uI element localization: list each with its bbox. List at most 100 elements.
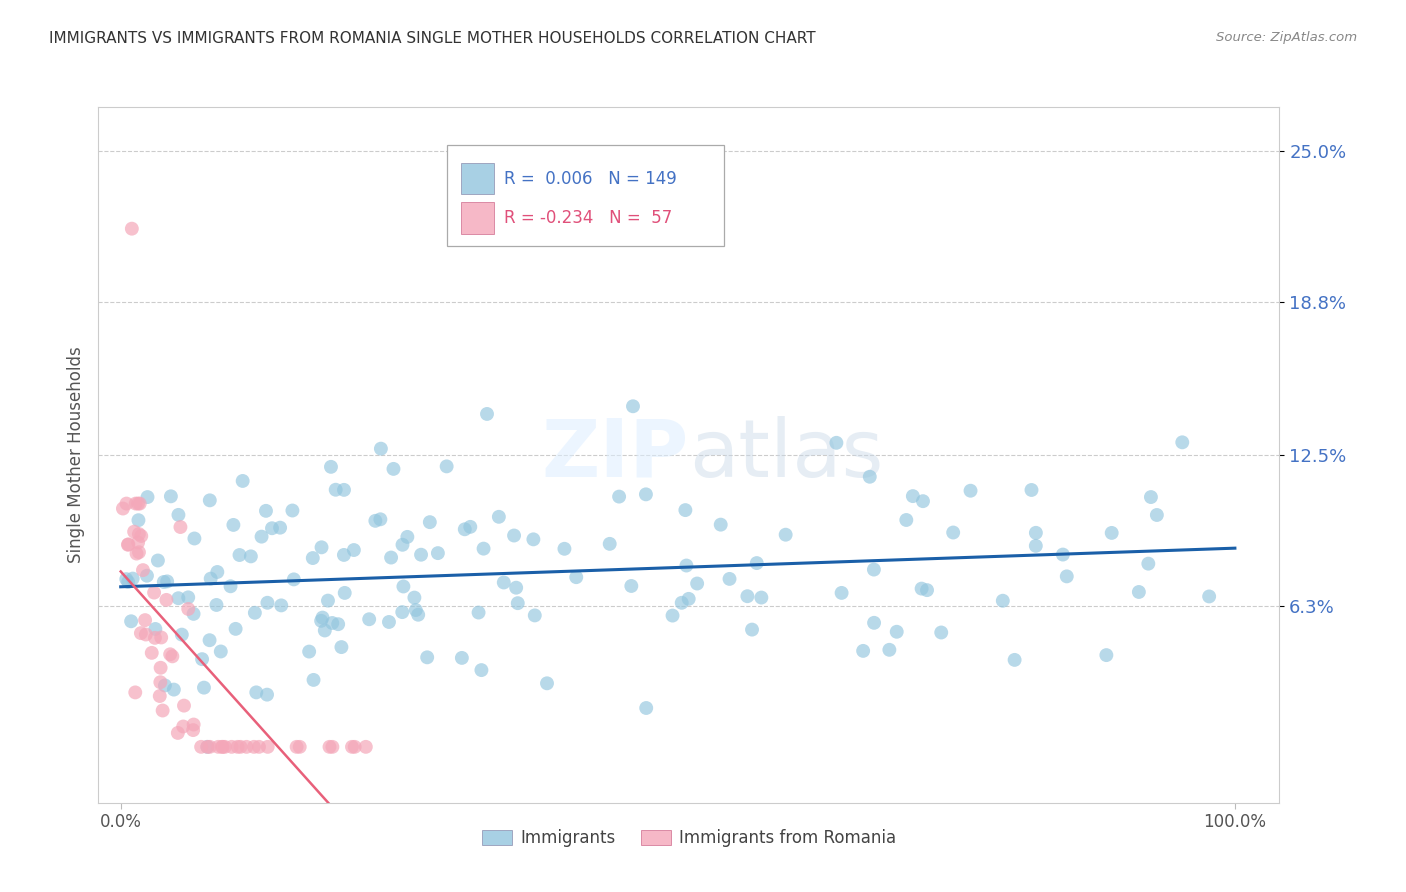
Point	[737, 589, 759, 603]
Point	[1140, 490, 1163, 504]
Point	[301, 551, 323, 566]
Point	[879, 642, 901, 657]
Point	[991, 593, 1014, 607]
Point	[475, 407, 498, 421]
Point	[503, 528, 526, 542]
Point	[852, 644, 875, 658]
Point	[565, 570, 588, 584]
Point	[167, 508, 190, 522]
Point	[1137, 557, 1160, 571]
Point	[636, 701, 658, 715]
Point	[125, 497, 148, 511]
Point	[863, 563, 886, 577]
Point	[416, 650, 439, 665]
Point	[710, 517, 733, 532]
Point	[1095, 648, 1118, 662]
Point	[124, 685, 146, 699]
Point	[467, 606, 489, 620]
Point	[886, 624, 908, 639]
Point	[190, 739, 212, 754]
Point	[159, 648, 181, 662]
Point	[1025, 525, 1047, 540]
Point	[378, 615, 401, 629]
Point	[311, 610, 333, 624]
Point	[1021, 483, 1043, 497]
Point	[115, 497, 138, 511]
Point	[391, 538, 413, 552]
Point	[243, 606, 266, 620]
Point	[269, 521, 291, 535]
Point	[149, 689, 172, 703]
Point	[211, 739, 233, 754]
Point	[256, 688, 278, 702]
Point	[333, 483, 356, 497]
Point	[183, 532, 205, 546]
Point	[901, 489, 924, 503]
Point	[281, 503, 304, 517]
FancyBboxPatch shape	[461, 202, 494, 234]
Text: IMMIGRANTS VS IMMIGRANTS FROM ROMANIA SINGLE MOTHER HOUSEHOLDS CORRELATION CHART: IMMIGRANTS VS IMMIGRANTS FROM ROMANIA SI…	[49, 31, 815, 46]
Point	[256, 739, 278, 754]
Point	[472, 541, 495, 556]
Point	[506, 596, 529, 610]
Point	[122, 524, 145, 539]
Point	[333, 548, 356, 562]
Point	[214, 739, 236, 754]
Point	[136, 568, 159, 582]
Point	[751, 591, 773, 605]
Point	[134, 613, 156, 627]
Point	[673, 503, 696, 517]
Point	[523, 608, 546, 623]
Point	[406, 607, 429, 622]
Point	[283, 573, 305, 587]
Point	[426, 546, 449, 560]
Point	[825, 435, 848, 450]
Point	[239, 549, 262, 564]
Point	[169, 520, 191, 534]
Point	[198, 633, 221, 648]
Point	[170, 627, 193, 641]
Point	[325, 483, 347, 497]
Point	[488, 509, 510, 524]
Point	[536, 676, 558, 690]
Point	[260, 521, 283, 535]
Point	[319, 459, 342, 474]
Point	[321, 739, 343, 754]
Point	[775, 527, 797, 541]
Point	[340, 739, 363, 754]
Point	[391, 605, 413, 619]
Point	[256, 596, 278, 610]
Point	[117, 538, 139, 552]
Point	[621, 399, 644, 413]
Point	[211, 739, 233, 754]
Point	[309, 614, 332, 628]
Point	[229, 739, 252, 754]
Point	[458, 520, 481, 534]
Point	[197, 739, 219, 754]
Point	[910, 582, 932, 596]
Point	[1004, 653, 1026, 667]
Point	[221, 739, 243, 754]
Point	[392, 579, 415, 593]
Point	[553, 541, 575, 556]
Point	[686, 576, 709, 591]
Point	[1146, 508, 1168, 522]
Point	[163, 682, 186, 697]
Point	[370, 512, 392, 526]
Point	[298, 644, 321, 658]
Point	[454, 522, 477, 536]
Point	[318, 739, 340, 754]
Point	[225, 622, 247, 636]
Point	[128, 497, 150, 511]
Point	[311, 541, 333, 555]
Point	[741, 623, 763, 637]
Point	[745, 556, 768, 570]
Point	[136, 490, 159, 504]
Point	[183, 607, 205, 621]
Point	[382, 462, 405, 476]
Point	[121, 221, 143, 235]
Point	[150, 631, 173, 645]
Point	[343, 543, 366, 558]
Point	[505, 581, 527, 595]
Point	[198, 493, 221, 508]
